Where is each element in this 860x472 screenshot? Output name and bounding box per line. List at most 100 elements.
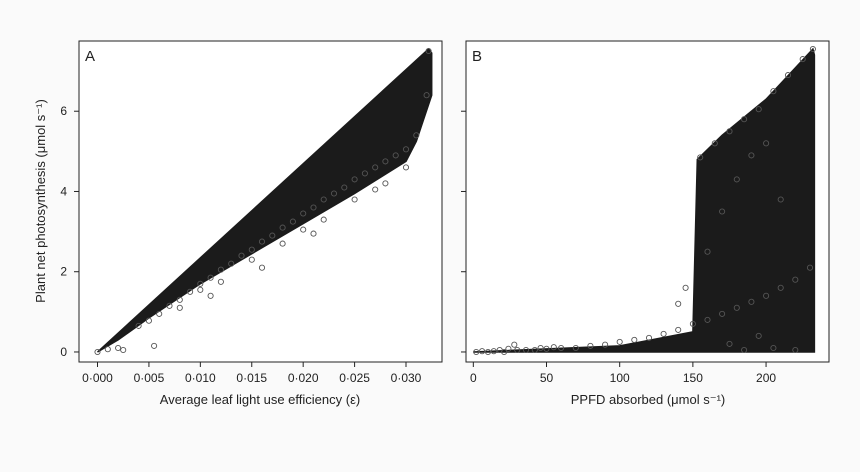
panel-a-point-14 [238, 252, 245, 259]
panel-a-point-22 [320, 196, 327, 203]
panel-a-point-26 [361, 170, 368, 177]
panel-b-point-17 [602, 341, 609, 348]
panel-b-points [473, 45, 816, 356]
panel-a-point-29 [392, 152, 399, 159]
panel-b-point-22 [675, 326, 682, 333]
panel-b-point-37 [770, 88, 777, 95]
panel-b-point-45 [733, 176, 740, 183]
panel-a-point-34 [145, 317, 152, 324]
panel-a-point-23 [330, 190, 338, 197]
panel-a-y-axis-label: Plant net photosynthesis (μmol s⁻¹) [33, 99, 48, 303]
panel-b-point-11 [537, 344, 544, 352]
panel-a-point-35 [197, 286, 204, 293]
panel-b-point-8 [514, 346, 521, 354]
panel-a-point-21 [310, 204, 317, 211]
panel-b-y-ticks [461, 110, 466, 353]
panel-b-point-0 [473, 348, 480, 356]
panel-a-y-tick-label-1: 2 [60, 265, 67, 279]
panel-a-point-20 [300, 210, 307, 217]
panel-a-point-16 [258, 238, 266, 245]
panel-b-point-5 [501, 348, 508, 356]
panel-a-point-42 [279, 240, 286, 247]
panel-a-point-36 [248, 256, 255, 263]
panel-b-point-35 [741, 116, 748, 123]
panel-b-point-31 [806, 264, 814, 271]
panel-b-x-tick-label-1: 50 [540, 371, 554, 385]
panel-b-point-49 [726, 340, 733, 347]
panel-a-point-7 [166, 302, 173, 309]
panel-a-point-40 [176, 304, 183, 311]
panel-b-point-1 [479, 348, 486, 355]
panel-b-point-9 [522, 346, 530, 354]
panel-b-point-12 [543, 345, 550, 352]
panel-a-point-17 [269, 232, 276, 239]
panel-a-x-tick-label-0: 0·000 [82, 371, 113, 385]
panel-b-point-30 [792, 276, 799, 283]
panel-a-point-41 [217, 278, 224, 285]
panel-b-x-tick-label-2: 100 [610, 371, 630, 385]
panel-b-x-axis-label: PPFD absorbed (μmol s⁻¹) [571, 392, 726, 407]
panel-b-point-28 [763, 292, 770, 299]
panel-a-point-9 [187, 288, 194, 295]
panel-b-point-27 [748, 298, 755, 305]
panel-b-point-46 [748, 152, 755, 159]
panel-b-point-47 [763, 140, 770, 147]
panel-b-point-33 [711, 140, 718, 147]
panel-a-x-ticks: 0·000 0·005 0·010 0·015 0·020 0·025 0·030 [82, 362, 422, 385]
panel-a-point-13 [228, 260, 235, 267]
panel-b-point-20 [645, 334, 653, 341]
panel-a-point-28 [382, 158, 389, 165]
panel-b-point-10 [531, 346, 538, 354]
panel-b-point-53 [792, 346, 799, 354]
panel-a-point-33 [425, 47, 432, 55]
panel-b-point-29 [777, 284, 784, 291]
panel-b-point-25 [719, 310, 726, 317]
panel-a-point-47 [310, 230, 317, 237]
panel-a-point-44 [382, 180, 389, 187]
panel-b-x-tick-label-4: 200 [756, 371, 776, 385]
panel-b-point-44 [719, 208, 726, 215]
panel-a: 0·000 0·005 0·010 0·015 0·020 0·025 0·030 0 2 4 6… [33, 40, 443, 407]
panel-a-point-4 [151, 342, 158, 349]
panel-b-point-39 [799, 56, 806, 63]
panel-b: 0 50 100 150 200 B PPFD absorbed (μmol s⁻¹) [461, 40, 830, 407]
panel-a-point-30 [402, 146, 410, 153]
panel-b-point-15 [572, 344, 579, 352]
panel-a-point-31 [413, 132, 420, 139]
panel-a-x-tick-label-5: 0·025 [339, 371, 370, 385]
panel-a-point-5 [135, 322, 142, 329]
panel-b-point-23 [689, 320, 696, 327]
panel-b-point-19 [631, 336, 638, 343]
panel-b-point-40 [809, 45, 816, 53]
panel-a-point-11 [207, 274, 214, 281]
panel-a-x-tick-label-3: 0·015 [236, 371, 267, 385]
panel-a-y-ticks: 0 2 4 6 [60, 104, 79, 359]
panel-b-point-36 [755, 106, 762, 113]
panel-a-point-46 [258, 264, 266, 271]
panel-a-point-39 [402, 164, 410, 171]
panel-b-point-43 [704, 248, 711, 255]
panel-a-x-tick-label-1: 0·005 [134, 371, 165, 385]
panel-a-point-12 [217, 266, 224, 273]
panel-a-point-38 [351, 196, 358, 203]
panel-a-y-tick-label-0: 0 [60, 345, 67, 359]
panel-a-point-18 [279, 224, 286, 231]
panel-a-point-3 [120, 346, 127, 354]
panel-a-point-2 [115, 344, 122, 352]
panel-b-point-26 [733, 304, 740, 311]
panel-b-point-6 [505, 345, 512, 352]
panel-a-points [94, 47, 432, 356]
panel-b-letter: B [472, 48, 482, 65]
panel-b-point-7 [511, 341, 518, 348]
panel-a-letter: A [85, 48, 95, 65]
panel-b-point-50 [741, 346, 748, 354]
panel-a-point-37 [300, 226, 307, 233]
panel-a-point-1 [104, 346, 111, 353]
panel-b-point-32 [697, 154, 704, 161]
panel-a-y-tick-label-3: 6 [60, 104, 67, 118]
panel-a-point-15 [248, 246, 255, 253]
panel-a-point-24 [341, 184, 348, 191]
panel-a-x-tick-label-2: 0·010 [185, 371, 216, 385]
panel-a-point-8 [176, 296, 183, 303]
